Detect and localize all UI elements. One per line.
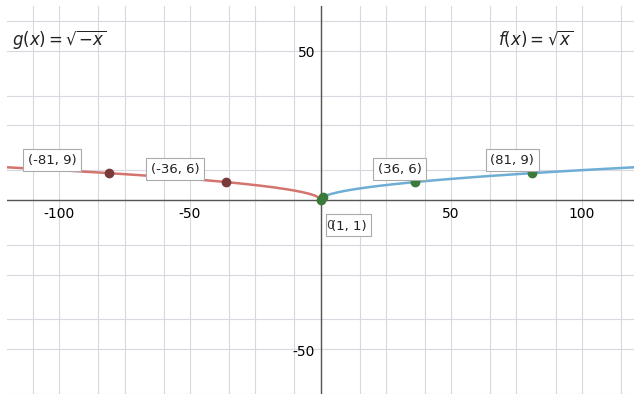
Text: (1, 1): (1, 1)	[331, 219, 367, 232]
Text: (-81, 9): (-81, 9)	[28, 154, 76, 167]
Text: (36, 6): (36, 6)	[378, 163, 422, 176]
Text: $f(x) = \sqrt{x}$: $f(x) = \sqrt{x}$	[498, 28, 574, 49]
Text: (-36, 6): (-36, 6)	[151, 163, 199, 176]
Text: $g(x) = \sqrt{-x}$: $g(x) = \sqrt{-x}$	[12, 28, 106, 51]
Text: (81, 9): (81, 9)	[490, 154, 534, 167]
Text: 0: 0	[326, 219, 334, 231]
